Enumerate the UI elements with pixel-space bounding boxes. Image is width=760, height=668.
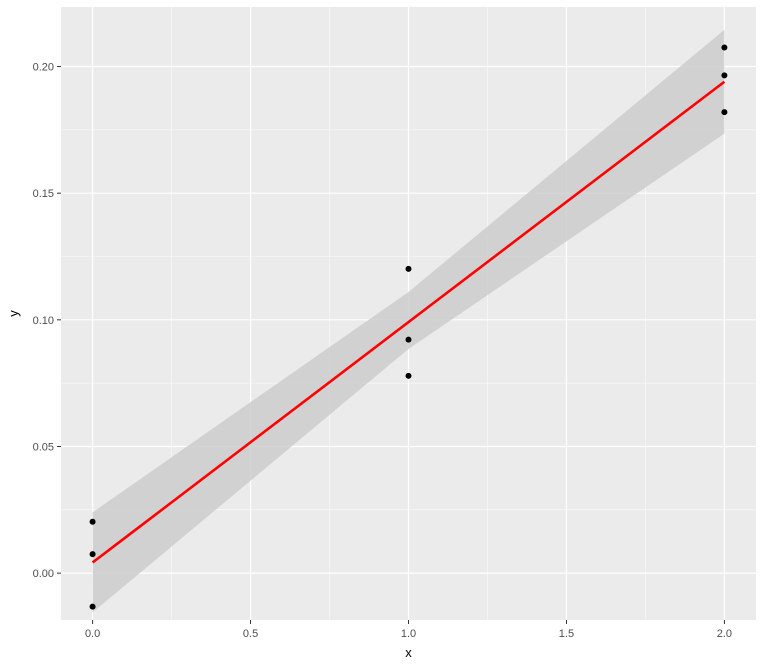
x-tick-label: 2.0 xyxy=(717,628,732,640)
data-point xyxy=(89,603,96,610)
y-tick-label: 0.15 xyxy=(33,188,54,200)
y-tick-label: 0.10 xyxy=(33,315,54,327)
x-tick-label: 1.0 xyxy=(401,628,416,640)
x-tick-label: 0.0 xyxy=(85,628,100,640)
x-axis-title: x xyxy=(405,645,412,660)
regression-line xyxy=(91,80,726,564)
data-point xyxy=(405,336,412,343)
y-axis-title: y xyxy=(6,310,21,317)
data-points-layer xyxy=(89,44,728,610)
y-tick-label: 0.20 xyxy=(33,62,54,74)
data-point xyxy=(721,44,728,51)
y-tick-label: 0.05 xyxy=(33,441,54,453)
data-point xyxy=(89,551,96,558)
data-point xyxy=(89,518,96,525)
data-point xyxy=(721,109,728,116)
y-axis: 0.00 0.05 0.10 0.15 0.20 xyxy=(33,62,61,580)
x-tick-label: 1.5 xyxy=(559,628,574,640)
fit-line-layer xyxy=(91,80,726,564)
x-axis: 0.0 0.5 1.0 1.5 2.0 xyxy=(85,620,732,640)
x-tick-label: 0.5 xyxy=(243,628,258,640)
y-tick-label: 0.00 xyxy=(33,568,54,580)
data-point xyxy=(405,372,412,379)
data-point xyxy=(721,72,728,79)
data-point xyxy=(405,265,412,272)
